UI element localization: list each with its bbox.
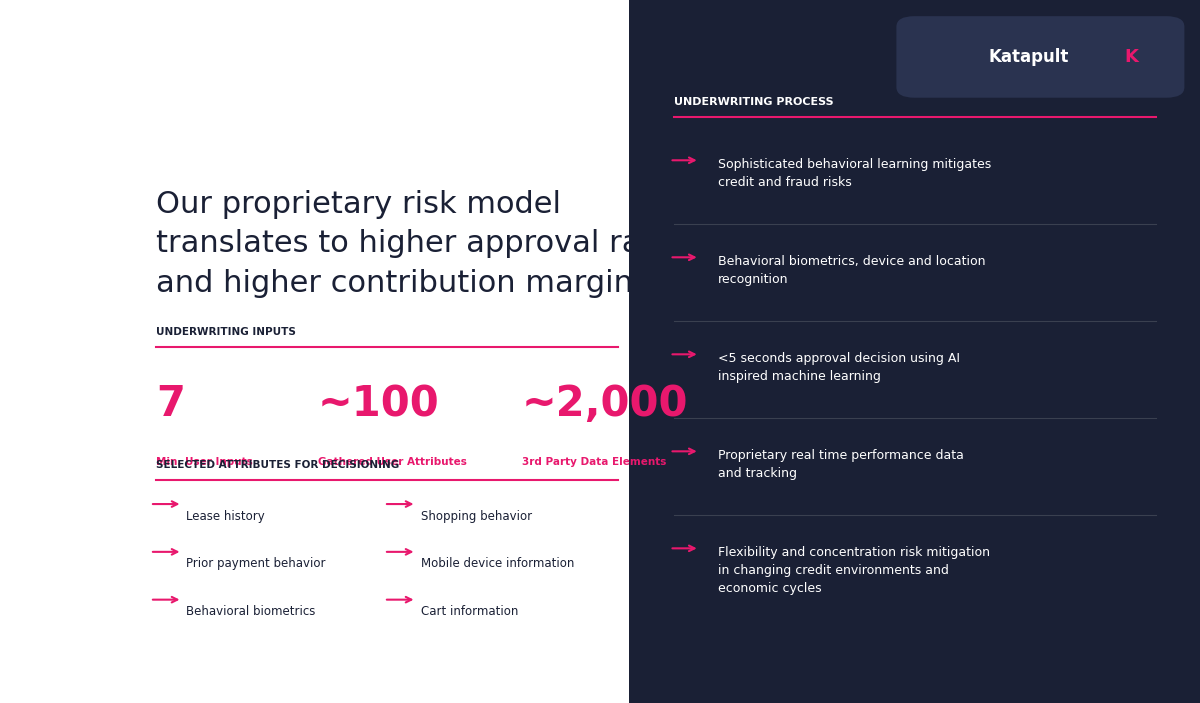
Text: Behavioral biometrics: Behavioral biometrics [186, 605, 316, 618]
Text: 3rd Party Data Elements: 3rd Party Data Elements [522, 457, 666, 467]
Text: Katapult: Katapult [989, 48, 1068, 66]
FancyBboxPatch shape [629, 0, 1200, 703]
Text: Behavioral biometrics, device and location
recognition: Behavioral biometrics, device and locati… [718, 255, 985, 286]
Text: <5 seconds approval decision using AI
inspired machine learning: <5 seconds approval decision using AI in… [718, 352, 960, 383]
Text: Proprietary real time performance data
and tracking: Proprietary real time performance data a… [718, 449, 964, 480]
Text: Cart information: Cart information [421, 605, 518, 618]
Text: Κ: Κ [1124, 48, 1139, 66]
Text: Shopping behavior: Shopping behavior [421, 510, 533, 522]
Text: Sophisticated behavioral learning mitigates
credit and fraud risks: Sophisticated behavioral learning mitiga… [718, 158, 991, 189]
Text: ~2,000: ~2,000 [522, 383, 689, 425]
Text: UNDERWRITING PROCESS: UNDERWRITING PROCESS [674, 97, 834, 107]
Text: Our proprietary risk model
translates to higher approval rates
and higher contri: Our proprietary risk model translates to… [156, 190, 688, 297]
Text: 7: 7 [156, 383, 185, 425]
Text: Min. User Inputs: Min. User Inputs [156, 457, 253, 467]
Text: UNDERWRITING INPUTS: UNDERWRITING INPUTS [156, 327, 296, 337]
Text: Mobile device information: Mobile device information [421, 557, 575, 570]
Text: ~100: ~100 [318, 383, 439, 425]
Text: Lease history: Lease history [186, 510, 265, 522]
Text: Prior payment behavior: Prior payment behavior [186, 557, 325, 570]
Text: Gathered User Attributes: Gathered User Attributes [318, 457, 467, 467]
Text: Flexibility and concentration risk mitigation
in changing credit environments an: Flexibility and concentration risk mitig… [718, 546, 990, 595]
Text: SELECTED ATTRIBUTES FOR DECISIONING: SELECTED ATTRIBUTES FOR DECISIONING [156, 460, 400, 470]
FancyBboxPatch shape [896, 16, 1184, 98]
